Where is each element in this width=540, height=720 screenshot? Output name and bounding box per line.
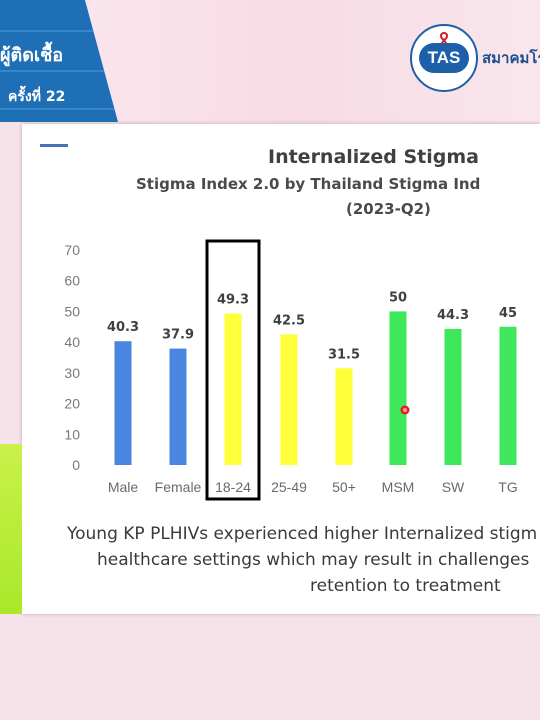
data-label: 31.5	[328, 347, 360, 362]
banner-title: ผู้ติดเชื้อ	[0, 45, 64, 66]
green-accent-strip	[0, 444, 22, 614]
caption-line-2: healthcare settings which may result in …	[97, 550, 530, 570]
chart-caption: Young KP PLHIVs experienced higher Inter…	[0, 520, 540, 600]
y-tick-label: 20	[64, 396, 80, 412]
logo-text: TAS	[419, 43, 469, 73]
org-name: สมาคมโร	[482, 49, 540, 67]
category-label: MSM	[382, 479, 415, 495]
bar-25-49	[280, 334, 298, 465]
header-bar: ผู้ติดเชื้อ ครั้งที่ 22 TAS สมาคมโร	[0, 0, 540, 122]
data-label: 42.5	[273, 313, 305, 328]
slide-accent-line	[40, 144, 68, 147]
y-tick-label: 0	[72, 457, 80, 473]
caption-line-1: Young KP PLHIVs experienced higher Inter…	[67, 524, 538, 544]
y-tick-label: 30	[64, 365, 80, 381]
y-tick-label: 10	[64, 426, 80, 442]
bar-50+	[335, 368, 353, 465]
data-label: 44.3	[437, 308, 469, 323]
pointer-dot-center	[403, 408, 407, 412]
bar-female	[169, 348, 187, 465]
category-label: 50+	[332, 479, 356, 495]
tas-logo: TAS	[410, 24, 478, 92]
bar-msm	[389, 311, 407, 465]
bar-tg	[499, 326, 517, 465]
category-label: 25-49	[271, 479, 307, 495]
data-label: 40.3	[107, 320, 139, 335]
category-label: TG	[498, 479, 517, 495]
category-label: 18-24	[215, 479, 251, 495]
y-tick-label: 70	[64, 242, 80, 258]
category-label: Female	[155, 479, 202, 495]
data-label: 37.9	[162, 328, 194, 343]
bar-sw	[444, 328, 462, 465]
data-label: 45	[499, 306, 517, 321]
data-label: 49.3	[217, 293, 249, 308]
bar-male	[114, 341, 132, 465]
category-label: SW	[442, 479, 465, 495]
chart-period: (2023-Q2)	[346, 200, 431, 218]
y-tick-label: 60	[64, 273, 80, 289]
highlight-box	[205, 239, 261, 501]
bar-18-24	[224, 313, 242, 465]
data-label: 50	[389, 290, 407, 305]
category-label: Male	[108, 479, 139, 495]
caption-line-3: retention to treatment	[310, 576, 501, 596]
banner-subtitle: ครั้งที่ 22	[8, 89, 66, 105]
chart-subtitle: Stigma Index 2.0 by Thailand Stigma Ind	[136, 175, 481, 193]
y-tick-label: 40	[64, 334, 80, 350]
chart-title: Internalized Stigma	[268, 146, 479, 168]
y-tick-label: 50	[64, 303, 80, 319]
